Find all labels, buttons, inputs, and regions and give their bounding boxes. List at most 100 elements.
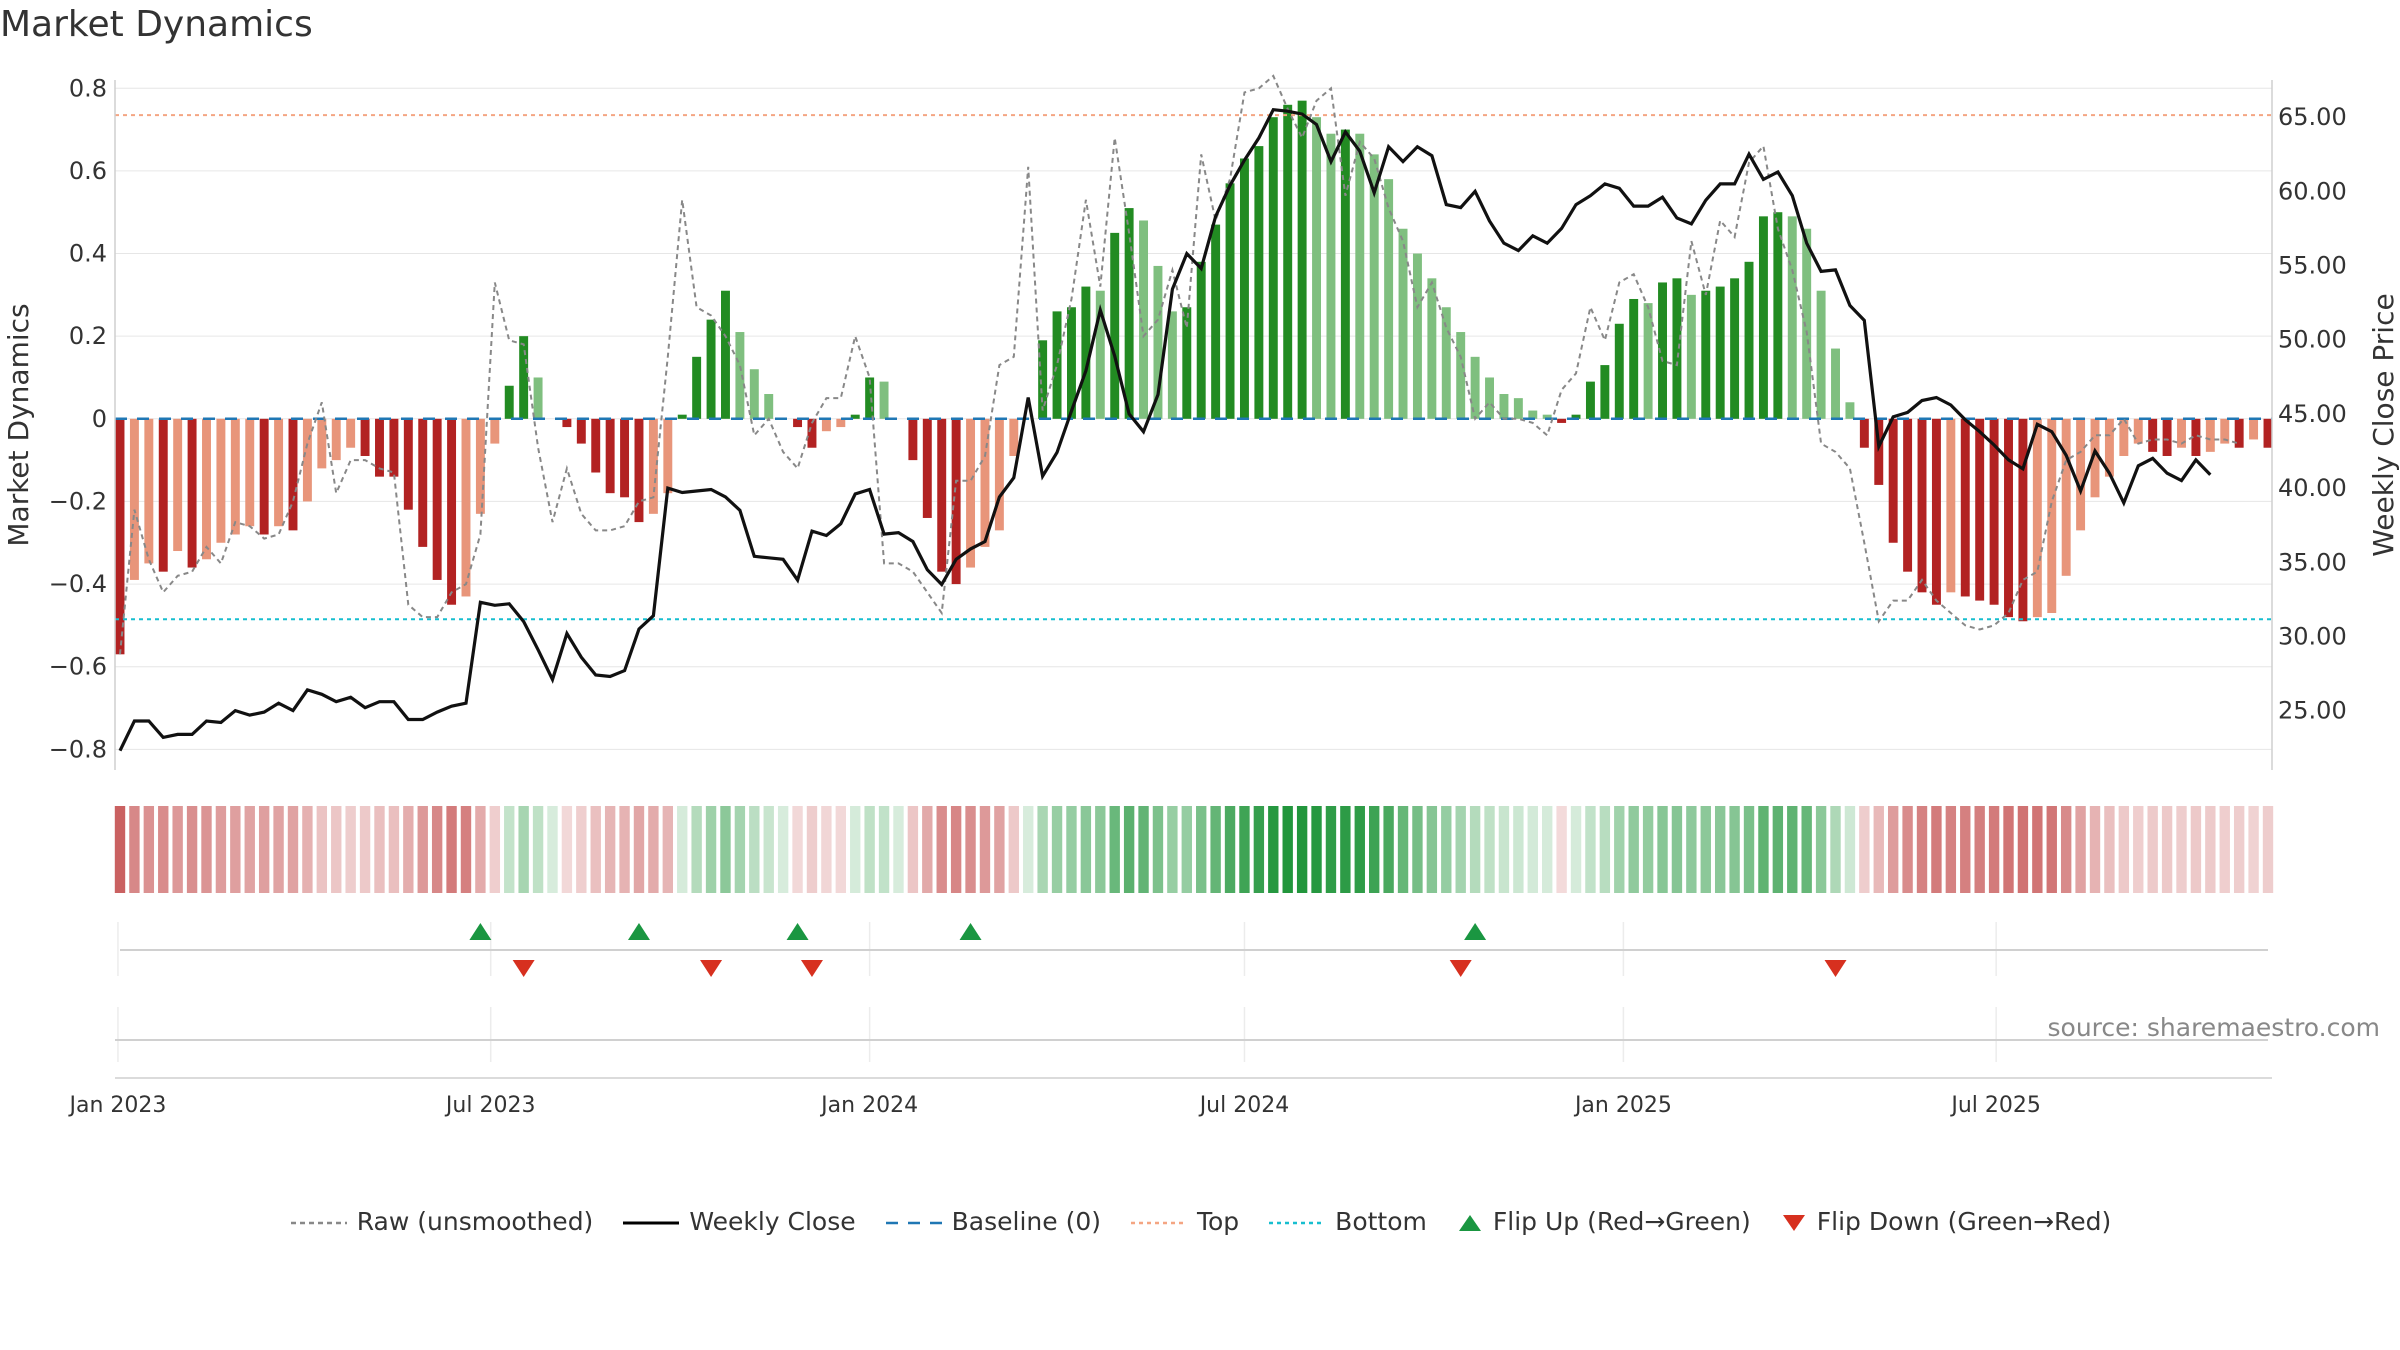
regime-cell [244,806,255,893]
legend-swatch [1458,1214,1481,1231]
dynamics-bar [1773,212,1783,419]
dynamics-bar [1672,278,1682,419]
bar-layer [115,100,2273,655]
right-tick-label: 50.00 [2278,326,2347,354]
dynamics-bar [389,418,399,477]
regime-cell [1008,806,1019,893]
dynamics-bar [865,377,875,419]
regime-cell [1844,806,1856,893]
regime-cell [1224,806,1236,893]
dynamics-bar [1139,220,1149,419]
dynamics-bar [447,418,457,605]
dynamics-bar [202,418,211,560]
legend-item: Flip Up (Red→Green) [1455,1207,1751,1236]
regime-cell [258,806,270,893]
regime-cell [2017,806,2029,893]
dynamics-bar [2263,418,2273,448]
regime-cell [1167,806,1178,893]
regime-cell [1023,806,1034,893]
dynamics-bar [1340,129,1350,419]
regime-cell [1253,806,1265,893]
regime-cell [518,806,529,893]
regime-cell [821,806,832,893]
regime-cell [1469,806,1481,893]
regime-cell [734,806,746,893]
dynamics-bar [749,369,759,419]
regime-cell [1513,806,1524,893]
regime-cell [677,806,688,893]
legend-label: Weekly Close [689,1206,856,1236]
dynamics-bar [1441,307,1451,419]
dynamics-bar [129,418,139,580]
dynamics-bar [1730,278,1740,419]
legend-label: Flip Up (Red→Green) [1492,1206,1751,1236]
left-tick-label: 0.4 [69,240,107,268]
x-tick-label: Jul 2024 [1198,1093,1290,1118]
legend-swatch [885,1221,942,1224]
regime-cell [1542,806,1553,893]
source-credit: source: sharemaestro.com [2047,1013,2381,1042]
regime-cell [273,806,284,893]
dynamics-bar [562,418,572,428]
dynamics-bar [1110,232,1120,419]
regime-cell [1887,806,1899,893]
dynamics-bar [677,414,687,419]
dynamics-bar [764,394,774,419]
regime-cell [547,806,558,893]
dynamics-bar [1283,104,1293,419]
dynamics-bar [1686,294,1696,419]
regime-cell [129,806,140,893]
regime-cell [1960,806,1971,893]
regime-cell [1801,806,1812,893]
dynamics-bar [1239,158,1249,419]
legend-label: Baseline (0) [951,1206,1101,1236]
regime-cell [2262,806,2274,893]
regime-cell [1599,806,1611,893]
regime-cell [1974,806,1985,893]
dynamics-bar [706,319,716,419]
regime-cell [2161,806,2173,893]
dynamics-bar [1182,307,1192,419]
dynamics-bar [807,418,817,448]
dynamics-bar [331,418,341,461]
regime-cell [633,806,645,893]
legend-label: Bottom [1335,1206,1427,1236]
regime-cell [1412,806,1423,893]
regime-cell [345,806,356,893]
dynamics-bar [922,418,932,518]
regime-cell [907,806,919,893]
regime-cell [1196,806,1207,893]
x-tick-label: Jul 2025 [1949,1093,2041,1118]
regime-cell [1296,806,1308,893]
dynamics-bar [533,377,543,419]
dynamics-bar [793,418,803,428]
regime-cell [662,806,674,893]
dynamics-bar [1499,394,1509,419]
regime-cell [1743,806,1755,893]
dynamics-bar [1369,154,1379,419]
regime-cell [2003,806,2014,893]
dynamics-bar [302,418,312,502]
regime-cell [331,806,342,893]
dynamics-bar [2061,418,2071,576]
regime-cell [1686,806,1697,893]
regime-cell [2176,806,2187,893]
dynamics-bar [1903,418,1913,572]
flip-down-marker [512,960,535,977]
regime-cell [1758,806,1769,893]
legend-item: Flip Down (Green→Red) [1779,1206,2112,1236]
line-layer [115,74,2272,752]
regime-cell [1902,806,1913,893]
dynamics-bar [216,418,226,543]
regime-cell [403,806,414,893]
legend-label: Flip Down (Green→Red) [1816,1206,2112,1236]
regime-cell [2133,806,2144,893]
regime-cell [1628,806,1639,893]
dynamics-bar [245,418,255,527]
regime-cell [1340,806,1351,893]
dynamics-bar [1989,418,1999,605]
dynamics-bar [2018,418,2028,622]
dynamics-bar [994,418,1004,531]
regime-cell [158,806,169,893]
dynamics-bar [1643,303,1653,419]
